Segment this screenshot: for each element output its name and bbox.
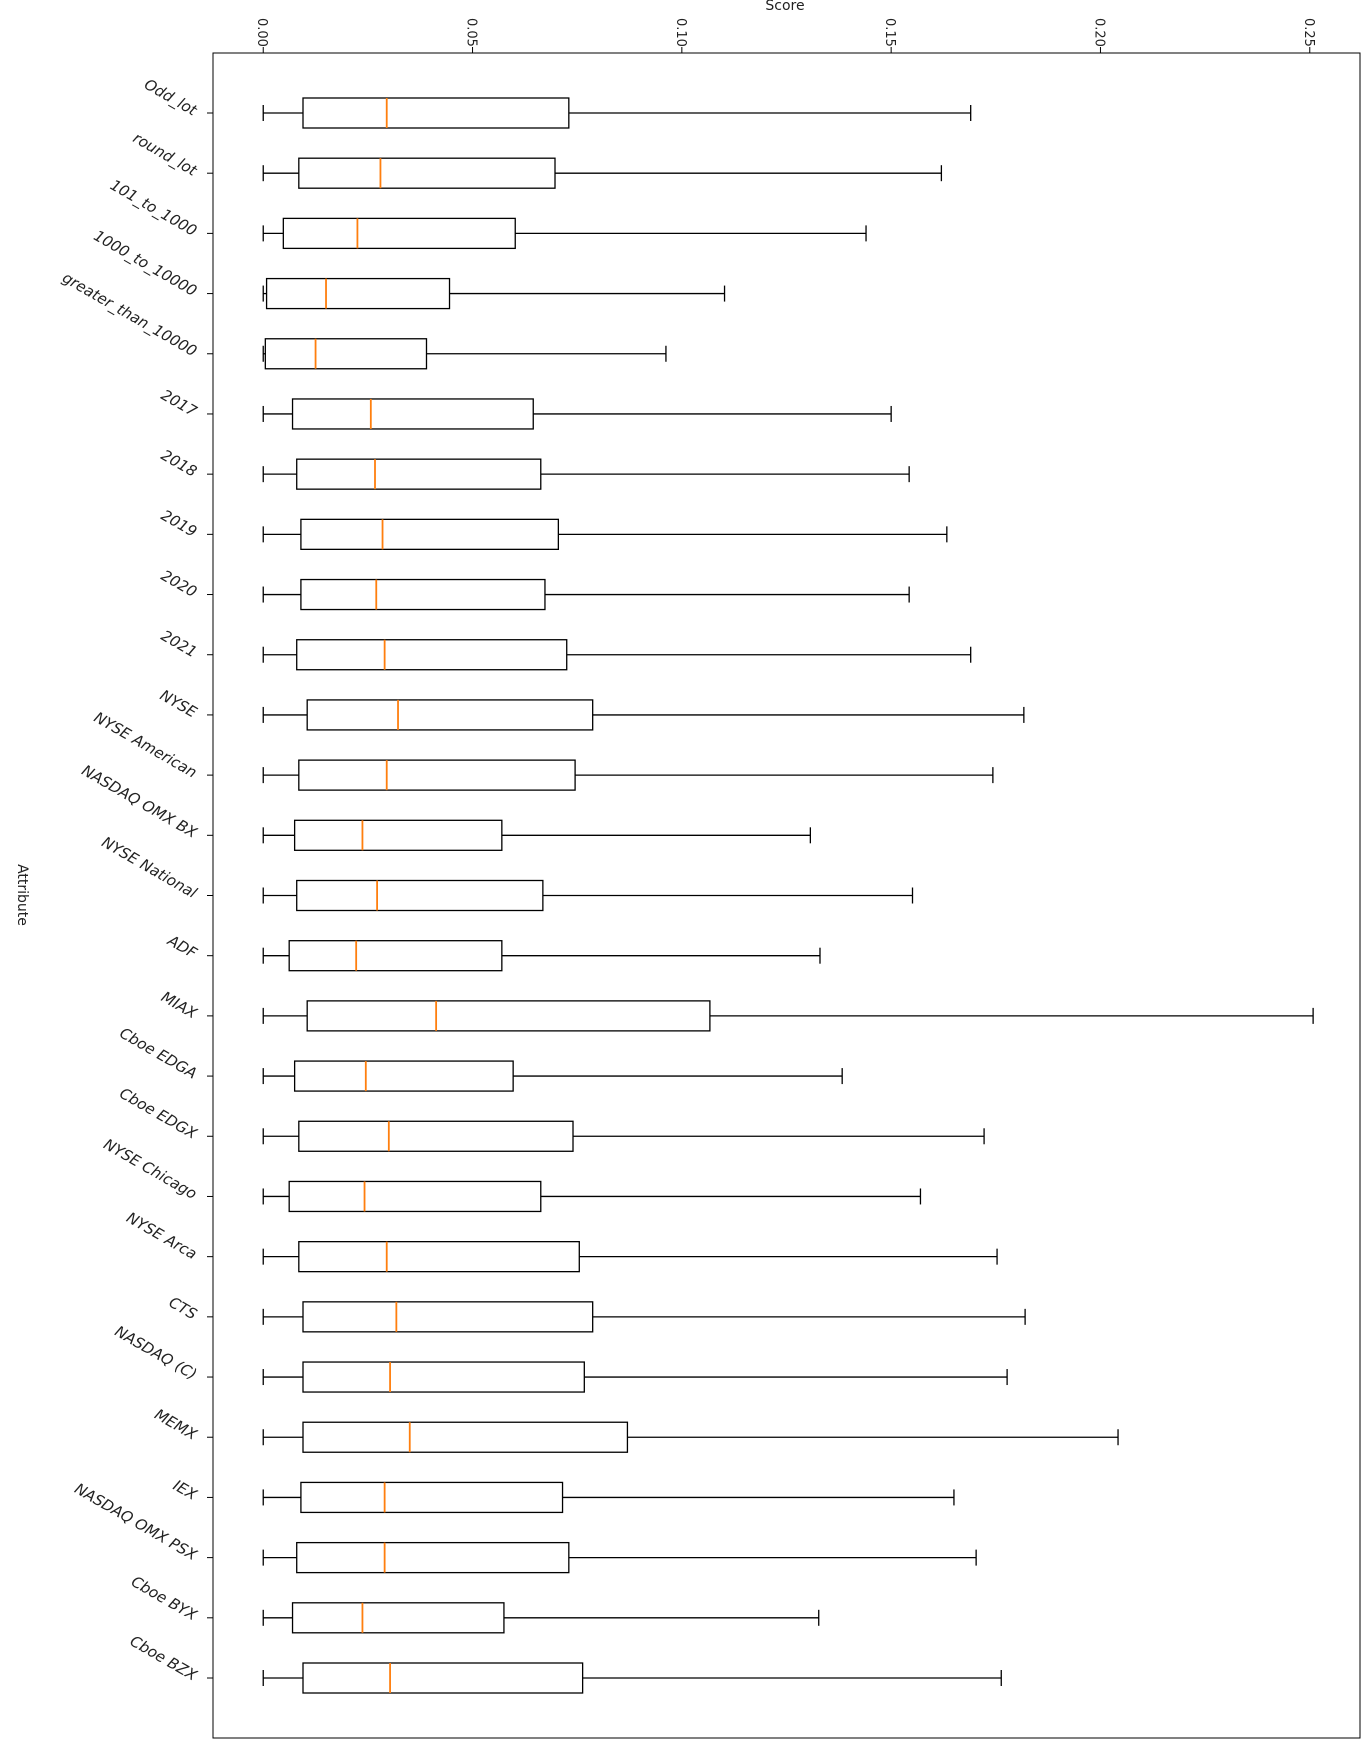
- iqr-box: [288, 1180, 542, 1213]
- x-axis-title: Score: [765, 0, 804, 14]
- y-tick-label: 2018: [158, 446, 200, 481]
- y-tick-label: NYSE National: [99, 833, 201, 902]
- x-tick-label: 0.20: [1091, 18, 1106, 47]
- box-group: [262, 217, 867, 250]
- iqr-box: [296, 458, 542, 490]
- iqr-box: [302, 97, 570, 129]
- y-tick-label: 2020: [158, 566, 200, 601]
- y-tick-label: ADF: [164, 931, 201, 962]
- y-tick-label: NASDAQ (C): [112, 1322, 200, 1383]
- iqr-box: [300, 578, 546, 611]
- box-group: [262, 819, 812, 851]
- box-group: [262, 639, 972, 671]
- box-group: [262, 1602, 820, 1634]
- box-group: [262, 458, 910, 490]
- box-group: [262, 1662, 1002, 1694]
- y-tick-label: NYSE Arca: [123, 1209, 200, 1264]
- y-tick-label: NYSE Chicago: [101, 1135, 200, 1203]
- y-tick-label: NYSE American: [91, 708, 200, 781]
- box-group: [262, 1180, 922, 1213]
- x-tick-label: 0.10: [673, 18, 688, 47]
- iqr-box: [296, 879, 544, 912]
- iqr-box: [288, 940, 503, 972]
- iqr-box: [264, 338, 428, 370]
- y-tick-label: CTS: [166, 1293, 201, 1323]
- x-tick-label: 0.15: [882, 18, 897, 47]
- iqr-box: [296, 1541, 570, 1574]
- y-tick-label: 2019: [158, 506, 200, 541]
- box-group: [262, 879, 914, 912]
- y-tick-label: NYSE: [157, 686, 201, 722]
- box-group: [262, 1120, 985, 1152]
- box-group: [262, 1241, 998, 1273]
- iqr-box: [302, 1361, 585, 1393]
- y-tick-label: 101_to_1000: [107, 176, 200, 241]
- x-axis: 0.00 0.05 0.10 0.15 0.20 0.25: [254, 18, 1316, 53]
- box-group: [262, 1301, 1026, 1333]
- box-group: [262, 277, 726, 310]
- iqr-box: [296, 639, 568, 671]
- y-tick-label: Cboe BZX: [127, 1632, 201, 1685]
- box-group: [262, 578, 910, 611]
- y-axis: Odd_lotround_lot101_to_10001000_to_10000…: [59, 75, 213, 1685]
- box-group: [262, 1541, 977, 1574]
- iqr-box: [282, 217, 516, 250]
- iqr-box: [291, 398, 534, 430]
- iqr-box: [265, 277, 451, 310]
- y-axis-title: Attribute: [14, 864, 30, 926]
- y-tick-label: Cboe BYX: [128, 1572, 201, 1624]
- y-tick-label: 2021: [158, 627, 200, 662]
- box-group: [262, 97, 972, 129]
- box-group: [262, 157, 943, 189]
- y-tick-label: MIAX: [158, 988, 200, 1023]
- box-group: [262, 1060, 843, 1092]
- y-tick-label: MEMX: [151, 1405, 200, 1444]
- boxes-layer: [262, 97, 1314, 1694]
- x-tick-label: 0.25: [1301, 18, 1316, 47]
- x-tick-label: 0.00: [254, 18, 269, 47]
- iqr-box: [298, 759, 576, 791]
- box-group: [262, 699, 1025, 731]
- iqr-box: [298, 157, 556, 189]
- box-group: [262, 518, 948, 550]
- iqr-box: [300, 1481, 564, 1514]
- iqr-box: [302, 1662, 584, 1694]
- iqr-box: [298, 1120, 574, 1152]
- iqr-box: [293, 819, 503, 851]
- box-group: [262, 398, 892, 430]
- iqr-box: [306, 1000, 711, 1032]
- box-group: [262, 338, 667, 370]
- y-tick-label: IEX: [170, 1476, 201, 1504]
- iqr-box: [306, 699, 594, 731]
- iqr-box: [302, 1421, 629, 1453]
- iqr-box: [302, 1301, 594, 1333]
- y-tick-label: round_lot: [129, 129, 201, 181]
- box-group: [262, 1000, 1314, 1032]
- y-tick-label: Odd_lot: [141, 75, 201, 121]
- box-group: [262, 1361, 1008, 1393]
- box-group: [262, 1421, 1119, 1453]
- iqr-box: [298, 1241, 580, 1273]
- y-tick-label: Cboe EDGX: [116, 1084, 200, 1143]
- y-tick-label: Cboe EDGA: [116, 1024, 200, 1083]
- iqr-box: [291, 1602, 505, 1634]
- x-tick-label: 0.05: [464, 18, 479, 47]
- box-group: [262, 1481, 955, 1514]
- y-tick-label: 2017: [158, 386, 200, 421]
- iqr-box: [293, 1060, 514, 1092]
- box-group: [262, 940, 821, 972]
- box-group: [262, 759, 994, 791]
- iqr-box: [300, 518, 560, 550]
